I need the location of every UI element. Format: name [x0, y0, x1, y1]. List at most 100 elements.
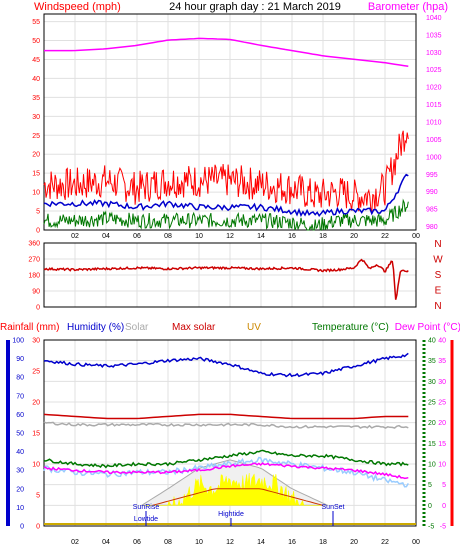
- direction-tick-label: 90: [32, 289, 40, 296]
- dewpoint-tick-label: 40: [438, 338, 446, 345]
- x-tick-label: 02: [71, 539, 79, 546]
- x-tick-label: 20: [350, 233, 358, 240]
- dewpoint-tick-label: -5: [440, 524, 446, 531]
- barometer-tick-label: 1025: [426, 67, 442, 74]
- dewpoint-tick-label: 15: [438, 441, 446, 448]
- x-tick-label: 16: [288, 233, 296, 240]
- solar-legend: Solar: [125, 322, 149, 333]
- x-tick-label: 14: [257, 539, 265, 546]
- compass-label: N: [434, 239, 441, 250]
- rainfall-tick-label: 5: [36, 493, 40, 500]
- panel2-frame: [43, 242, 417, 308]
- x-tick-label: 16: [288, 539, 296, 546]
- dewpoint-tick-label: 30: [438, 379, 446, 386]
- rainfall-tick-label: 0: [36, 524, 40, 531]
- barometer-tick-label: 1020: [426, 85, 442, 92]
- x-tick-label: 06: [133, 233, 141, 240]
- humidity-tick-label: 30: [16, 468, 24, 475]
- direction-tick-label: 180: [28, 273, 40, 280]
- dewpoint-legend: Dew Point (°C): [395, 322, 460, 333]
- hightide-marker: Hightide: [218, 511, 244, 518]
- barometer-tick-label: 1015: [426, 102, 442, 109]
- humidity-tick-label: 60: [16, 412, 24, 419]
- humidity-tick-label: 80: [16, 375, 24, 382]
- x-tick-label: 10: [195, 539, 203, 546]
- temperature-legend: Temperature (°C): [312, 322, 389, 333]
- windspeed-tick-label: 5: [36, 209, 40, 216]
- x-tick-label: 12: [226, 539, 234, 546]
- temperature-tick-label: 20: [428, 420, 436, 427]
- compass-label: W: [433, 255, 443, 266]
- windspeed-tick-label: 30: [32, 114, 40, 121]
- direction-tick-labels: 0 90 180 270 360: [28, 241, 40, 312]
- temperature-tick-label: 40: [428, 338, 436, 345]
- chill-line: [43, 456, 409, 488]
- rainfall-tick-label: 15: [32, 431, 40, 438]
- dewpoint-tick-labels: -5 0 5 10 15 20 25 30 35 40: [438, 338, 446, 531]
- x-tick-label: 08: [164, 233, 172, 240]
- windspeed-axis-label: Windspeed (mph): [34, 1, 121, 13]
- panel3-frame: [43, 339, 417, 527]
- sunrise-marker: SunRise: [133, 504, 160, 511]
- windspeed-tick-label: 25: [32, 133, 40, 140]
- windspeed-tick-label: 50: [32, 38, 40, 45]
- average-wind-line: [43, 173, 409, 218]
- temperature-tick-label: 10: [428, 462, 436, 469]
- temperature-tick-label: 30: [428, 379, 436, 386]
- barometer-tick-label: 1010: [426, 120, 442, 127]
- x-tick-label: 20: [350, 539, 358, 546]
- panel1-x-tick-labels: 02 04 06 08 10 12 14 16 18 20 22 00: [71, 233, 420, 240]
- x-tick-label: 06: [133, 539, 141, 546]
- uv-line: [152, 488, 324, 506]
- barometer-tick-label: 1035: [426, 32, 442, 39]
- direction-tick-label: 360: [28, 241, 40, 248]
- x-tick-label: 14: [257, 233, 265, 240]
- direction-tick-label: 0: [36, 305, 40, 312]
- rainfall-tick-label: 20: [32, 400, 40, 407]
- temperature-tick-label: 15: [428, 441, 436, 448]
- temperature-line: [43, 449, 409, 469]
- barometer-axis-label: Barometer (hpa): [368, 1, 448, 13]
- barometer-tick-label: 985: [426, 207, 438, 214]
- sunset-marker: SunSet: [322, 504, 345, 511]
- compass-label: N: [434, 301, 441, 312]
- humidity-tick-label: 40: [16, 449, 24, 456]
- max-solar-line: [43, 413, 409, 420]
- barometer-tick-label: 1040: [426, 15, 442, 22]
- humidity-tick-label: 10: [16, 505, 24, 512]
- sun-tide-markers: SunRiseSunSetLowtideHightide: [133, 504, 345, 526]
- x-tick-label: 08: [164, 539, 172, 546]
- barometer-tick-labels: 980 985 990 995 1000 1005 1010 1015 1020 1025 1030…: [426, 15, 442, 231]
- temperature-tick-label: -5: [428, 524, 434, 531]
- rainfall-tick-label: 25: [32, 369, 40, 376]
- x-tick-label: 00: [412, 233, 420, 240]
- windspeed-tick-label: 10: [32, 190, 40, 197]
- climate-panel: Rainfall (mm) Humidity (%) Solar Max solar U…: [0, 322, 460, 546]
- solar-line: [43, 421, 409, 429]
- windspeed-tick-label: 40: [32, 76, 40, 83]
- humidity-legend: Humidity (%): [67, 322, 124, 333]
- barometer-line: [44, 37, 409, 68]
- dewpoint-tick-label: 25: [438, 400, 446, 407]
- panel1-frame: [43, 13, 417, 231]
- x-tick-label: 12: [226, 233, 234, 240]
- dewpoint-tick-label: 5: [442, 482, 446, 489]
- uv-legend: UV: [247, 322, 261, 333]
- wind-direction-line: [43, 258, 409, 300]
- x-tick-label: 18: [319, 233, 327, 240]
- dewpoint-tick-label: 10: [438, 462, 446, 469]
- rainfall-legend: Rainfall (mm): [0, 322, 59, 333]
- max-solar-legend: Max solar: [172, 322, 216, 333]
- x-tick-label: 22: [381, 539, 389, 546]
- barometer-tick-label: 1005: [426, 137, 442, 144]
- humidity-line: [43, 352, 409, 378]
- dewpoint-tick-label: 20: [438, 420, 446, 427]
- windspeed-tick-label: 20: [32, 152, 40, 159]
- windspeed-line: [43, 130, 409, 212]
- humidity-tick-label: 0: [20, 524, 24, 531]
- humidity-tick-label: 20: [16, 486, 24, 493]
- compass-label: S: [435, 270, 442, 281]
